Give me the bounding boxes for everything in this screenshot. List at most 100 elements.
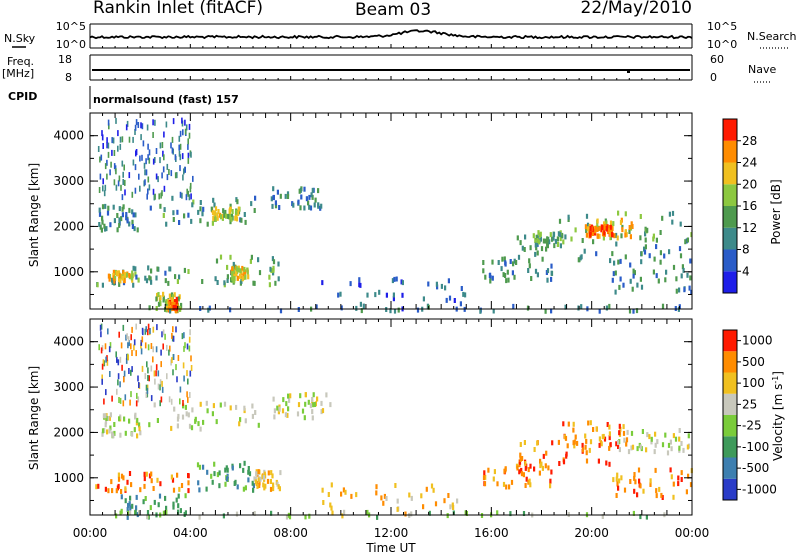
scatter-cell xyxy=(172,335,175,342)
scatter-cell xyxy=(585,213,589,219)
scatter-cell xyxy=(141,365,144,372)
scatter-cell xyxy=(410,495,413,501)
scatter-cell xyxy=(666,450,670,456)
scatter-cell xyxy=(678,287,681,293)
scatter-cell xyxy=(232,271,235,277)
scatter-cell xyxy=(443,498,446,504)
scatter-cell xyxy=(199,218,202,224)
scatter-cell xyxy=(179,130,182,137)
scatter-cell xyxy=(124,189,126,196)
scatter-cell xyxy=(104,419,108,425)
scatter-cell xyxy=(147,143,149,150)
velocity-scatter-cells xyxy=(95,323,693,520)
scatter-cell xyxy=(250,201,253,207)
scatter-cell xyxy=(168,169,170,175)
scatter-cell xyxy=(216,472,219,478)
scatter-cell xyxy=(320,409,323,415)
scatter-cell xyxy=(632,308,635,314)
scatter-cell xyxy=(113,430,116,436)
scatter-cell xyxy=(145,392,148,398)
scatter-cell xyxy=(560,232,564,238)
scatter-cell xyxy=(133,226,136,232)
scatter-cell xyxy=(589,439,593,445)
scatter-cell xyxy=(526,305,530,311)
scatter-cell xyxy=(98,344,100,351)
scatter-cell xyxy=(594,228,597,234)
scatter-cell xyxy=(686,272,689,278)
scatter-cell xyxy=(617,210,620,216)
scatter-cell xyxy=(131,350,133,356)
scatter-cell xyxy=(400,279,403,285)
scatter-cell xyxy=(320,400,323,406)
scatter-cell xyxy=(132,136,134,143)
scatter-cell xyxy=(190,151,192,158)
scatter-cell xyxy=(179,154,182,161)
scatter-cell xyxy=(681,264,684,270)
scatter-cell xyxy=(308,204,311,210)
scatter-cell xyxy=(214,216,217,222)
scatter-cell xyxy=(157,292,160,297)
scatter-cell xyxy=(487,467,490,473)
scatter-cell xyxy=(608,431,611,437)
scatter-cell xyxy=(187,138,189,145)
scatter-cell xyxy=(453,298,456,303)
scatter-cell xyxy=(118,331,120,338)
scatter-cell xyxy=(170,425,173,431)
scatter-cell xyxy=(329,402,332,408)
scatter-cell xyxy=(125,215,128,221)
scatter-cell xyxy=(422,504,425,510)
scatter-cell xyxy=(679,253,683,259)
scatter-cell xyxy=(640,284,644,290)
scatter-cell xyxy=(465,511,468,516)
scatter-cell xyxy=(559,243,562,249)
scatter-cell xyxy=(178,220,181,225)
scatter-cell xyxy=(625,232,628,238)
scatter-cell xyxy=(584,444,587,450)
scatter-cell xyxy=(605,305,608,311)
scatter-cell xyxy=(242,467,245,473)
scatter-cell xyxy=(142,329,144,336)
scatter-cell xyxy=(101,428,105,434)
scatter-cell xyxy=(552,235,555,241)
scatter-cell xyxy=(301,408,305,414)
scatter-cell xyxy=(278,486,281,492)
scatter-cell xyxy=(147,367,149,374)
scatter-cell xyxy=(118,273,121,279)
scatter-cell xyxy=(206,408,209,414)
scatter-cell xyxy=(570,236,573,242)
scatter-cell xyxy=(182,174,184,181)
scatter-cell xyxy=(144,169,146,176)
scatter-cell xyxy=(261,474,264,480)
scatter-cell xyxy=(148,157,151,164)
scatter-cell xyxy=(633,488,636,494)
scatter-cell xyxy=(615,476,618,482)
scatter-cell xyxy=(139,185,141,192)
scatter-cell xyxy=(130,391,132,398)
scatter-cell xyxy=(331,510,334,516)
scatter-cell xyxy=(360,308,363,314)
scatter-cell xyxy=(125,124,128,131)
scatter-cell xyxy=(156,324,158,331)
scatter-cell xyxy=(128,471,132,476)
scatter-cell xyxy=(126,514,129,520)
scatter-cell xyxy=(126,333,128,340)
scatter-cell xyxy=(609,235,612,241)
scatter-cell xyxy=(629,262,632,268)
scatter-cell xyxy=(164,495,167,501)
freq-unit: [MHz] xyxy=(2,67,34,80)
scatter-cell xyxy=(392,296,395,302)
colorbar-tick-label: 25 xyxy=(742,397,757,411)
scatter-cell xyxy=(240,270,243,276)
scatter-cell xyxy=(198,487,201,493)
scatter-cell xyxy=(566,443,569,449)
power-colorbar-label: Power [dB] xyxy=(769,179,783,244)
y-tick-label: 1000 xyxy=(53,471,84,485)
scatter-cell xyxy=(258,270,262,276)
scatter-cell xyxy=(456,498,459,504)
scatter-cell xyxy=(658,486,661,492)
scatter-cell xyxy=(119,510,122,516)
scatter-cell xyxy=(97,146,100,152)
scatter-cell xyxy=(115,117,117,124)
scatter-cell xyxy=(622,424,625,430)
scatter-cell xyxy=(159,301,162,307)
